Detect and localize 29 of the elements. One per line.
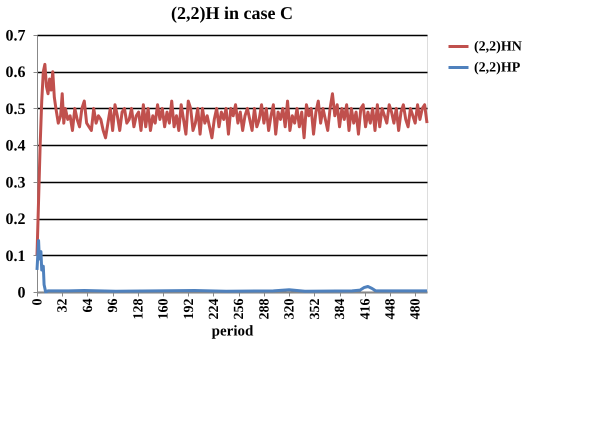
x-tick-label: 416 xyxy=(358,298,374,320)
x-tick-label: 0 xyxy=(30,298,46,306)
x-tick-label: 224 xyxy=(206,298,222,320)
y-tick-label: 0.7 xyxy=(6,28,26,44)
x-tick-label: 448 xyxy=(383,298,398,320)
x-tick-label: 288 xyxy=(257,298,272,320)
chart-title: (2,2)H in case C xyxy=(171,3,293,23)
y-tick-label: 0.2 xyxy=(6,211,26,228)
x-tick-label: 384 xyxy=(333,298,348,320)
x-tick-label: 256 xyxy=(232,298,248,320)
legend-label: (2,2)HP xyxy=(474,60,521,76)
x-tick-label: 32 xyxy=(56,298,71,312)
x-tick-label: 64 xyxy=(80,298,96,312)
x-tick-label: 192 xyxy=(182,298,197,320)
x-tick-label: 128 xyxy=(131,298,146,320)
x-tick-label: 320 xyxy=(282,298,298,320)
line-series xyxy=(36,62,428,257)
x-tick-label: 96 xyxy=(106,298,122,312)
x-tick-label: 480 xyxy=(408,298,424,320)
y-tick-label: 0.5 xyxy=(6,100,26,118)
y-tick-label: 0.3 xyxy=(6,174,26,192)
legend-label: (2,2)HN xyxy=(474,40,522,54)
x-axis-title: period xyxy=(212,324,254,340)
y-tick-label: 0.1 xyxy=(6,248,26,265)
y-tick-label: 0 xyxy=(18,284,26,302)
x-tick-label: 160 xyxy=(156,298,172,320)
y-tick-label: 0.4 xyxy=(6,138,26,155)
x-tick-label: 352 xyxy=(308,298,323,320)
y-tick-label: 0.6 xyxy=(6,64,26,82)
